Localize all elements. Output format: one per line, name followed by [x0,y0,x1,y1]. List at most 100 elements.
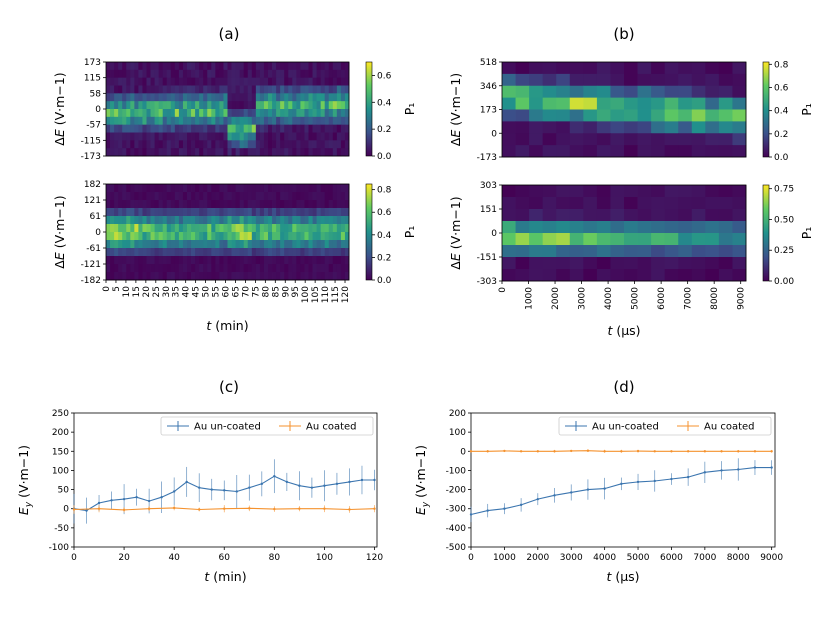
colorbar-tick-label: 0.2 [774,130,788,140]
heatmap-cell [203,184,208,193]
heatmap-cell [610,209,625,222]
heatmap-cell [308,224,313,233]
heatmap-cell [231,184,236,193]
heatmap-cell [110,69,115,79]
heatmap-cell [328,116,334,126]
heatmap-cell [312,85,317,94]
heatmap-cell [174,232,180,241]
heatmap-cell [126,62,131,71]
heatmap-cell [300,148,305,157]
heatmap-cell [312,248,317,257]
heatmap-cell [239,272,245,281]
heatmap-cell [235,132,241,141]
heatmap-cell [134,232,139,241]
heatmap-cell [596,109,611,122]
heatmap-cell [243,256,249,265]
heatmap-cell [316,62,322,71]
heatmap-cell [569,257,584,270]
heatmap-cell [134,93,139,102]
heatmap-cell [583,197,598,210]
heatmap-cell [130,109,135,118]
heatmap-cell [239,116,245,126]
heatmap-cell [336,62,342,71]
x-tick-label: 6000 [660,553,683,563]
heatmap-cell [142,256,147,265]
heatmap-cell [219,77,224,86]
heatmap-cell [292,77,297,86]
heatmap-cell [255,124,261,133]
heatmap-cell [502,269,516,282]
heatmap-cell [276,240,281,249]
heatmap-cell [239,232,245,241]
heatmap-cell [691,221,706,234]
heatmap-cell [174,208,180,217]
heatmap-cell [691,73,706,87]
heatmap-cell [272,248,277,257]
colorbar-tick-label: 0.8 [774,60,789,70]
heatmap-cell [304,272,309,281]
heatmap-cell [154,148,160,157]
heatmap-cell [215,256,220,265]
heatmap-cell [191,93,196,102]
heatmap-cell [235,248,241,257]
heatmap-cell [336,140,342,149]
heatmap-cell [235,62,241,71]
heatmap-cell [515,257,530,270]
heatmap-cell [182,232,188,241]
y-tick-label: -500 [446,543,467,553]
heatmap-cell [691,269,706,282]
heatmap-cell [166,256,172,265]
heatmap-cell [126,148,131,157]
heatmap-cell [320,224,326,233]
heatmap-cell [637,245,652,258]
heatmap-cell [308,192,313,201]
colorbar-tick-label: 0.50 [774,215,794,225]
heatmap-cell [637,62,652,75]
heatmap-cell [243,264,249,273]
heatmap-cell [340,256,346,265]
heatmap-cell [502,145,516,158]
heatmap-cell [664,109,679,122]
heatmap-cell [110,101,115,110]
x-tick-label: 90 [281,286,291,298]
heatmap-cell [162,109,168,118]
heatmap-cell [162,148,168,157]
heatmap-cell [718,133,733,146]
heatmap-cell [259,77,265,86]
heatmap-cell [296,148,301,157]
heatmap-cell [162,62,168,71]
heatmap-cell [223,184,228,193]
heatmap-cell [199,140,204,149]
heatmap-cell [596,197,611,210]
heatmap-cell [320,264,326,273]
heatmap-cell [162,232,168,241]
heatmap-cell [146,62,151,71]
heatmap-cell [130,132,135,141]
heatmap-cell [178,216,184,225]
heatmap-cell [263,192,269,201]
heatmap-cell [292,62,297,71]
heatmap-cell [215,264,220,273]
heatmap-cell [251,69,257,79]
colorbar-tick-label: 0.6 [377,71,392,81]
heatmap-cell [583,257,598,270]
heatmap-cell [219,256,224,265]
heatmap-cell [166,272,172,281]
heatmap-cell [247,216,253,225]
heatmap-cell [195,232,200,241]
heatmap-cell [691,97,706,110]
heatmap-cell [320,62,326,71]
heatmap-cell [255,224,261,233]
heatmap-cell [142,248,147,257]
heatmap-cell [251,248,257,257]
heatmap-cell [239,124,245,133]
heatmap-cell [187,192,192,201]
heatmap-cell [610,221,625,234]
heatmap-cell [312,132,317,141]
heatmap-cell [596,269,611,282]
y-tick-label: -303 [477,277,497,287]
heatmap-cell [178,224,184,233]
heatmap-cell [166,109,172,118]
heatmap-cell [174,256,180,265]
heatmap-cell [300,124,305,133]
